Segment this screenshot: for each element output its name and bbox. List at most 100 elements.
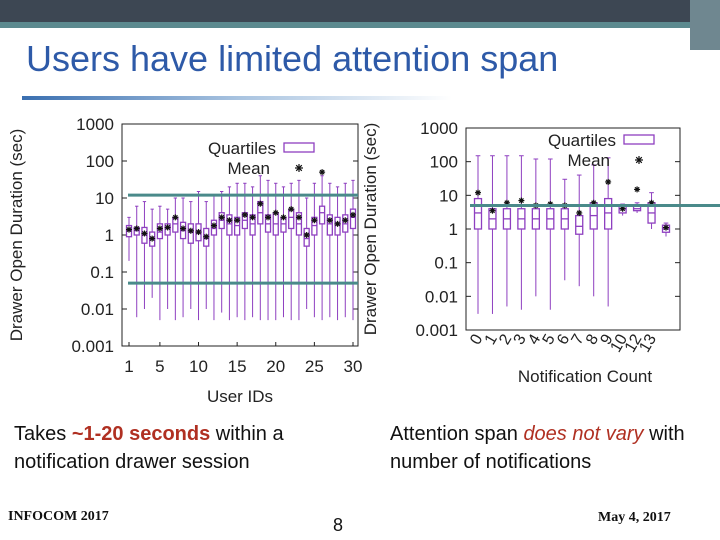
legend-swatch-quartiles: [283, 142, 315, 153]
user-mean-marker: [210, 222, 217, 229]
count-group-mean-marker: [475, 189, 481, 196]
legend-swatch-quartiles: [623, 134, 655, 145]
title-underline: [22, 96, 452, 100]
user-mean-marker: [295, 214, 302, 221]
user-mean-marker: [180, 225, 187, 232]
user-mean-marker: [133, 225, 140, 232]
x-tick-label: 5: [155, 357, 164, 376]
left-caption-post: within a notification drawer session: [14, 423, 284, 473]
legend-label-mean: Mean: [227, 159, 270, 178]
user-mean-marker: [203, 233, 210, 240]
user-mean-marker: [172, 214, 179, 221]
user-box: [156, 223, 164, 240]
user-mean-marker: [334, 220, 341, 227]
user-mean-marker: [350, 211, 356, 218]
user-mean-marker: [226, 217, 233, 224]
slide-title: Users have limited attention span: [26, 38, 559, 79]
user-box: [334, 216, 341, 236]
user-mean-marker: [311, 217, 318, 224]
right-caption-highlight: does not vary: [523, 423, 644, 445]
count-group-mean-marker: [489, 207, 496, 214]
y-axis-label: Drawer Open Duration (sec): [361, 123, 380, 336]
top-bar-dark-band: [0, 0, 720, 22]
x-tick-label: 30: [344, 357, 363, 376]
user-mean-marker: [288, 206, 295, 213]
user-mean-marker: [342, 217, 349, 224]
user-mean-marker: [272, 209, 279, 216]
notification-count-boxplot: 1000 100 10 1 0.1 0.01 0.001 Drawer Open Durati…: [361, 119, 720, 386]
count-group-mean-marker: [619, 205, 626, 212]
user-mean-marker: [149, 235, 156, 242]
y-tick-label: 10: [439, 186, 458, 205]
user-mean-marker: [195, 229, 202, 236]
y-tick-label: 10: [95, 189, 114, 208]
user-box: [318, 205, 326, 225]
y-tick-label: 1000: [76, 115, 114, 134]
count-group-mean-marker: [634, 186, 641, 193]
x-tick-label: 15: [228, 357, 247, 376]
user-mean-marker: [326, 217, 333, 224]
count-group-mean-marker: [605, 178, 612, 185]
user-mean-marker: [141, 230, 148, 237]
legend-label-quartiles: Quartiles: [208, 139, 276, 158]
legend-label-quartiles: Quartiles: [548, 131, 616, 150]
user-box: [326, 214, 333, 236]
x-tick-label: 25: [305, 357, 324, 376]
x-tick-label: 13: [636, 331, 660, 355]
count-group-mean-marker: [663, 224, 669, 231]
left-caption: Takes ~1-20 seconds within a notificatio…: [14, 420, 374, 476]
user-box: [203, 227, 210, 247]
user-mean-marker: [303, 232, 310, 238]
user-mean-marker: [280, 214, 287, 221]
user-mean-marker: [187, 227, 194, 234]
legend-swatch-mean: [295, 164, 303, 172]
top-decoration-bar: [0, 0, 720, 50]
user-mean-marker: [265, 214, 272, 221]
user-ids-boxplot: 1000 100 10 1 0.1 0.01 0.001 Drawer Open Durati…: [7, 115, 363, 406]
y-tick-label: 0.1: [434, 254, 458, 273]
right-caption-pre: Attention span: [390, 423, 524, 445]
legend-label-mean: Mean: [567, 151, 610, 170]
top-bar-teal-band: [0, 22, 720, 28]
y-tick-label: 0.001: [71, 337, 114, 356]
x-tick-label: 12: [622, 331, 646, 355]
top-bar-right-block: [690, 0, 720, 50]
y-tick-label: 100: [86, 152, 114, 171]
y-tick-label: 1: [449, 220, 458, 239]
user-mean-marker: [257, 200, 264, 207]
user-mean-marker: [319, 169, 326, 176]
user-box: [164, 223, 171, 236]
user-mean-marker: [156, 225, 163, 232]
legend-swatch-mean: [635, 156, 643, 164]
user-box: [349, 208, 357, 230]
left-caption-highlight: ~1-20 seconds: [71, 423, 211, 445]
right-caption: Attention span does not vary with number…: [390, 420, 710, 476]
x-tick-label: 10: [607, 331, 631, 355]
count-group-box: [604, 197, 613, 230]
count-group-box: [575, 214, 584, 235]
user-mean-marker: [241, 211, 248, 218]
page-number: 8: [333, 515, 344, 535]
y-tick-label: 0.1: [90, 263, 114, 282]
user-mean-marker: [234, 217, 241, 224]
footer-venue: INFOCOM 2017: [8, 509, 109, 524]
x-tick-label: 1: [124, 357, 133, 376]
y-tick-label: 1000: [420, 119, 458, 138]
left-caption-pre: Takes: [14, 423, 72, 445]
right-caption-post: with number of notifications: [390, 423, 685, 473]
user-mean-marker: [249, 214, 256, 221]
user-box: [226, 214, 233, 236]
y-tick-label: 1: [105, 226, 114, 245]
x-tick-label: 10: [189, 357, 208, 376]
x-axis-label: Notification Count: [518, 367, 652, 386]
count-group-mean-marker: [576, 209, 583, 216]
user-mean-marker: [126, 226, 132, 233]
footer-date: May 4, 2017: [598, 510, 671, 525]
x-axis-label: User IDs: [207, 387, 273, 406]
x-tick-label: 20: [266, 357, 285, 376]
user-box: [210, 219, 218, 236]
y-tick-label: 0.01: [425, 287, 458, 306]
user-box: [187, 223, 194, 244]
user-mean-marker: [218, 214, 225, 221]
y-tick-label: 0.01: [81, 300, 114, 319]
